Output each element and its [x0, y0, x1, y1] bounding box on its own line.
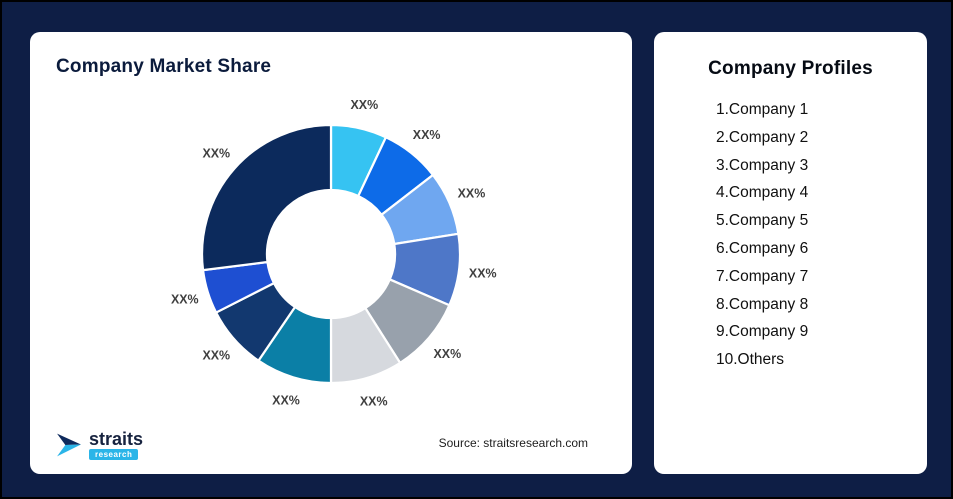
- slice-label-segment-7: XX%: [272, 394, 300, 408]
- donut-chart-svg: XX% XX% XX% XX% XX% XX% XX% XX% XX% XX%: [171, 98, 497, 408]
- company-list-item: 10.Others: [716, 351, 785, 369]
- company-profiles-card: Company Profiles 1.Company 1 2.Company 2…: [654, 32, 927, 474]
- company-list-item: 4.Company 4: [716, 184, 809, 202]
- profiles-title: Company Profiles: [708, 58, 873, 79]
- company-list-item: 8.Company 8: [716, 295, 809, 313]
- logo-brand-text: straits: [89, 429, 144, 449]
- donut-segment-10: [200, 123, 333, 272]
- company-list-item: 7.Company 7: [716, 267, 809, 285]
- company-list: 1.Company 1 2.Company 2 3.Company 3 4.Co…: [674, 96, 907, 374]
- market-share-card: Company Market Share XX% XX% XX% XX% XX% XX% X…: [30, 32, 632, 474]
- slice-label-segment-6: XX%: [360, 394, 388, 408]
- chart-footer: straits research Source: straitsresearch…: [56, 430, 606, 460]
- slice-label-segment-3: XX%: [458, 187, 486, 201]
- company-list-item: 1.Company 1: [716, 101, 809, 118]
- company-list-item: 2.Company 2: [716, 128, 809, 146]
- straits-research-logo: straits research: [56, 430, 143, 460]
- slice-label-segment-10: XX%: [202, 146, 230, 160]
- company-list-item: 9.Company 9: [716, 323, 809, 341]
- donut-chart-area: XX% XX% XX% XX% XX% XX% XX% XX% XX% XX%: [56, 78, 606, 430]
- slice-label-segment-4: XX%: [469, 267, 497, 281]
- slice-label-segment-1: XX%: [351, 98, 379, 112]
- company-list-item: 5.Company 5: [716, 212, 809, 230]
- slice-label-segment-2: XX%: [413, 128, 441, 142]
- logo-sub-text: research: [89, 449, 139, 460]
- company-list-item: 6.Company 6: [716, 239, 809, 257]
- slice-label-segment-8: XX%: [202, 349, 230, 363]
- source-text: Source: straitsresearch.com: [438, 436, 588, 450]
- chart-title: Company Market Share: [56, 56, 272, 77]
- company-list-item: 3.Company 3: [716, 156, 809, 174]
- straits-logo-icon: [57, 433, 81, 457]
- logo-text: straits research: [89, 430, 143, 460]
- slice-label-segment-9: XX%: [171, 292, 199, 306]
- slice-label-segment-5: XX%: [434, 347, 462, 361]
